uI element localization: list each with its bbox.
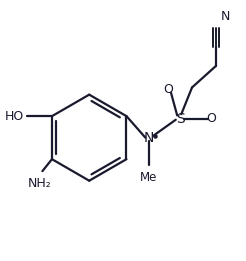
Text: HO: HO: [5, 110, 24, 123]
Text: N: N: [144, 131, 154, 145]
Text: O: O: [163, 83, 173, 96]
Text: Me: Me: [140, 171, 158, 184]
Text: O: O: [206, 112, 216, 125]
Text: NH₂: NH₂: [28, 177, 52, 190]
Text: S: S: [176, 111, 184, 126]
Text: N: N: [221, 10, 230, 23]
